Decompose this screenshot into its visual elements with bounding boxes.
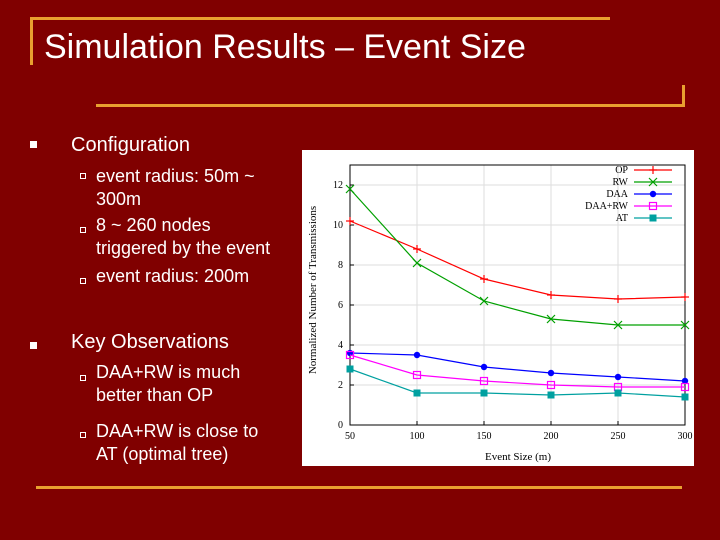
- chart-background: [302, 150, 694, 466]
- series-layer: [345, 184, 690, 401]
- y-axis-label: Normalized Number of Transmissions: [307, 206, 319, 374]
- series-rw: [345, 184, 690, 330]
- data-point: [413, 351, 421, 359]
- x-tick-label: 100: [410, 431, 425, 442]
- legend-label: DAA+RW: [585, 201, 628, 212]
- config-item-line: event radius: 200m: [96, 266, 250, 286]
- y-tick-label: 2: [338, 380, 343, 391]
- y-tick-label: 8: [338, 260, 343, 271]
- config-item-nodes: 8 ~ 260 nodes triggered by the event: [96, 214, 270, 260]
- sub-bullet-marker: [80, 173, 86, 179]
- data-point: [480, 363, 488, 371]
- legend-label: RW: [612, 177, 628, 188]
- y-tick-label: 12: [333, 180, 343, 191]
- bullet-key-observations: Key Observations: [71, 331, 229, 353]
- config-item-line: 8 ~ 260 nodes: [96, 215, 211, 235]
- data-point: [613, 320, 623, 330]
- bullet-marker: [30, 342, 37, 349]
- data-point: [614, 389, 622, 397]
- observation-item-line: better than OP: [96, 385, 214, 405]
- data-point: [680, 320, 690, 330]
- data-point: [680, 382, 690, 392]
- x-tick-label: 150: [477, 431, 492, 442]
- bottom-accent-line: [36, 486, 682, 489]
- series-line: [349, 354, 685, 388]
- x-axis-label: Event Size (m): [485, 451, 551, 463]
- legend-label: DAA: [606, 189, 628, 200]
- observation-item-line: DAA+RW is close to: [96, 421, 259, 441]
- observation-item-daa-rw-vs-at: DAA+RW is close to AT (optimal tree): [96, 420, 258, 466]
- sub-bullet-marker: [80, 432, 86, 438]
- x-axis-ticks: 50 100 150 200 250 300: [345, 421, 693, 442]
- data-point: [479, 376, 489, 386]
- data-point: [648, 201, 658, 211]
- config-item-line: triggered by the event: [96, 238, 271, 258]
- y-tick-label: 0: [338, 420, 343, 431]
- data-point: [546, 314, 556, 324]
- sub-bullet-marker: [80, 227, 86, 233]
- observation-item-daa-rw-vs-op: DAA+RW is much better than OP: [96, 361, 240, 407]
- x-tick-label: 200: [544, 431, 559, 442]
- x-tick-label: 300: [678, 431, 693, 442]
- right-accent-line: [682, 85, 685, 107]
- data-point: [649, 214, 657, 222]
- data-point: [413, 389, 421, 397]
- series-daa: [346, 349, 689, 385]
- left-accent-line: [30, 17, 33, 65]
- config-item-line: 300m: [96, 189, 142, 209]
- series-daa-rw: [345, 350, 690, 392]
- sub-bullet-marker: [80, 278, 86, 284]
- observation-item-line: AT (optimal tree): [96, 444, 229, 464]
- series-line: [349, 188, 685, 326]
- y-tick-label: 4: [338, 340, 343, 351]
- y-tick-label: 10: [333, 220, 343, 231]
- observation-item-line: DAA+RW is much: [96, 362, 241, 382]
- series-line: [349, 368, 686, 398]
- series-line: [349, 352, 686, 382]
- x-tick-label: 250: [611, 431, 626, 442]
- data-point: [614, 373, 622, 381]
- series-op: [346, 217, 689, 303]
- x-tick-label: 50: [345, 431, 355, 442]
- data-point: [547, 391, 555, 399]
- data-point: [681, 393, 689, 401]
- series-line: [349, 220, 686, 300]
- data-point: [547, 369, 555, 377]
- data-point: [412, 370, 422, 380]
- data-point: [649, 190, 657, 198]
- page-title: Simulation Results – Event Size: [44, 28, 526, 66]
- data-point: [546, 380, 556, 390]
- y-axis-ticks: 0 2 4 6 8 10 12: [333, 180, 354, 431]
- data-point: [345, 184, 355, 194]
- data-point: [346, 365, 354, 373]
- sub-bullet-marker: [80, 375, 86, 381]
- title-underline: [96, 104, 685, 107]
- bullet-configuration: Configuration: [71, 134, 190, 156]
- config-item-radius: event radius: 200m: [96, 265, 249, 288]
- event-size-chart: 50 100 150 200 250 300 0 2 4 6 8 10 12 Event Size (…: [302, 150, 694, 466]
- data-point: [412, 258, 422, 268]
- top-accent-line: [30, 17, 610, 20]
- data-point: [345, 350, 355, 360]
- config-item-line: event radius: 50m ~: [96, 166, 255, 186]
- series-at: [346, 365, 689, 401]
- y-tick-label: 6: [338, 300, 343, 311]
- legend-label: AT: [616, 213, 628, 224]
- data-point: [648, 177, 658, 187]
- bullet-marker: [30, 141, 37, 148]
- data-point: [681, 377, 689, 385]
- data-point: [479, 296, 489, 306]
- data-point: [480, 389, 488, 397]
- config-item-radius-range: event radius: 50m ~ 300m: [96, 165, 255, 211]
- legend-label: OP: [615, 165, 628, 176]
